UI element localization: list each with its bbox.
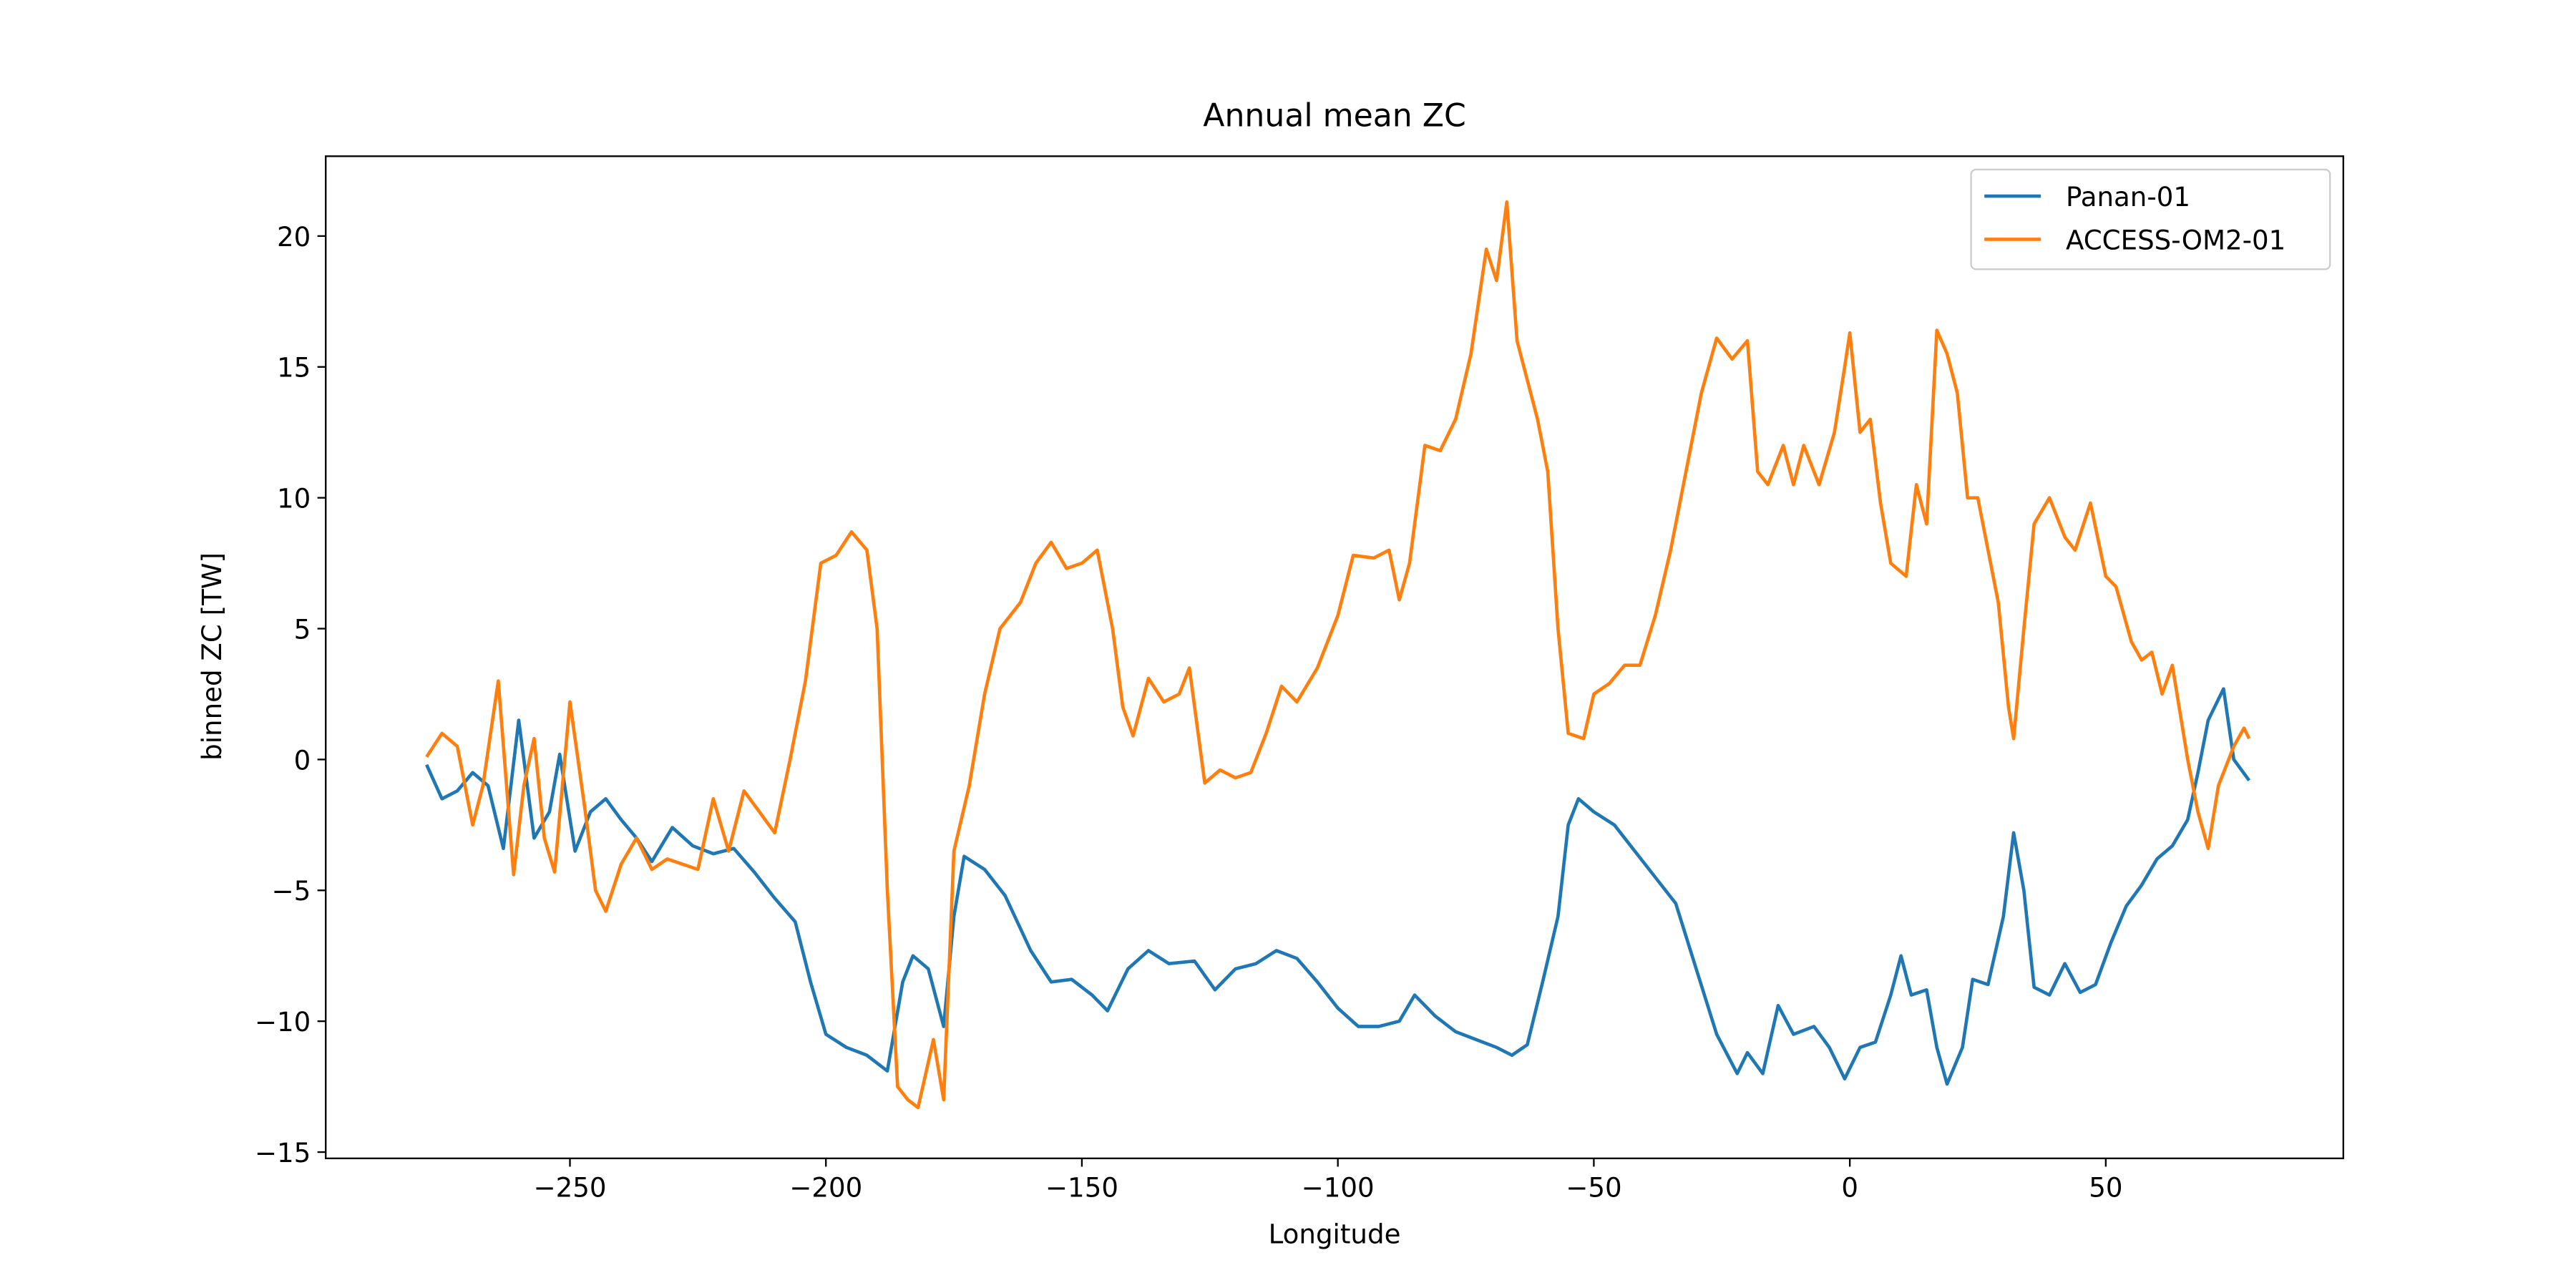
plot-frame [325,155,2345,1159]
chart-title: Annual mean ZC [1203,98,1465,135]
x-tick-label: 50 [2089,1172,2122,1203]
y-axis-label: binned ZC [TW] [197,552,228,761]
legend-label: Panan-01 [2066,182,2190,213]
y-tick-label: −15 [255,1138,311,1169]
y-tick-label: −10 [255,1007,311,1038]
x-tick-label: −150 [1045,1172,1118,1203]
line-series [425,687,2251,1086]
line-series [425,200,2251,1110]
x-axis-label: Longitude [1269,1219,1401,1249]
y-tick-label: 0 [294,745,311,776]
x-tick-label: −50 [1566,1172,1621,1203]
legend-label: ACCESS-OM2-01 [2066,225,2285,255]
x-tick-label: −250 [533,1172,606,1203]
y-tick-label: 5 [294,614,311,645]
y-tick-label: 15 [277,353,311,384]
y-tick-label: 20 [277,222,311,253]
x-tick-label: −100 [1302,1172,1375,1203]
x-tick-label: −200 [789,1172,862,1203]
y-tick-label: 10 [277,484,311,514]
y-tick-label: −5 [272,876,311,907]
legend-box [1970,168,2331,270]
x-tick-label: 0 [1841,1172,1858,1203]
